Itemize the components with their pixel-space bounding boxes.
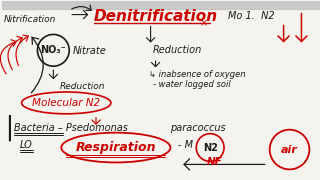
Text: Reduction: Reduction [153, 45, 202, 55]
Text: Respiration: Respiration [76, 141, 156, 154]
Text: NF: NF [207, 158, 223, 167]
Text: ⎜: ⎜ [6, 115, 17, 141]
Text: Nitrate: Nitrate [73, 46, 107, 56]
Text: Mo 1.  N2: Mo 1. N2 [228, 11, 275, 21]
Text: - water logged soil: - water logged soil [153, 80, 230, 89]
Text: Nitrification: Nitrification [4, 15, 56, 24]
Text: NO₃⁻: NO₃⁻ [40, 45, 66, 55]
Text: air: air [281, 145, 298, 155]
Text: - M: - M [178, 140, 193, 150]
Text: Molecular N2: Molecular N2 [32, 98, 100, 108]
Text: N2: N2 [203, 143, 218, 153]
Text: Denitrification: Denitrification [94, 9, 218, 24]
Text: ↳ inabsence of oxygen: ↳ inabsence of oxygen [148, 70, 245, 79]
Text: Bacteria – Psedomonas: Bacteria – Psedomonas [14, 123, 128, 133]
Text: paracoccus: paracoccus [171, 123, 226, 133]
Text: LO: LO [20, 140, 32, 150]
Text: Reduction: Reduction [59, 82, 105, 91]
Text: ×: × [200, 19, 208, 29]
